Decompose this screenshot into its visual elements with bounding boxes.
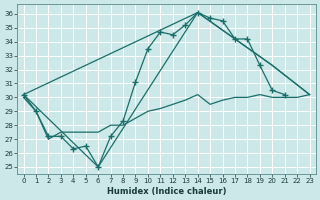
X-axis label: Humidex (Indice chaleur): Humidex (Indice chaleur) <box>107 187 226 196</box>
